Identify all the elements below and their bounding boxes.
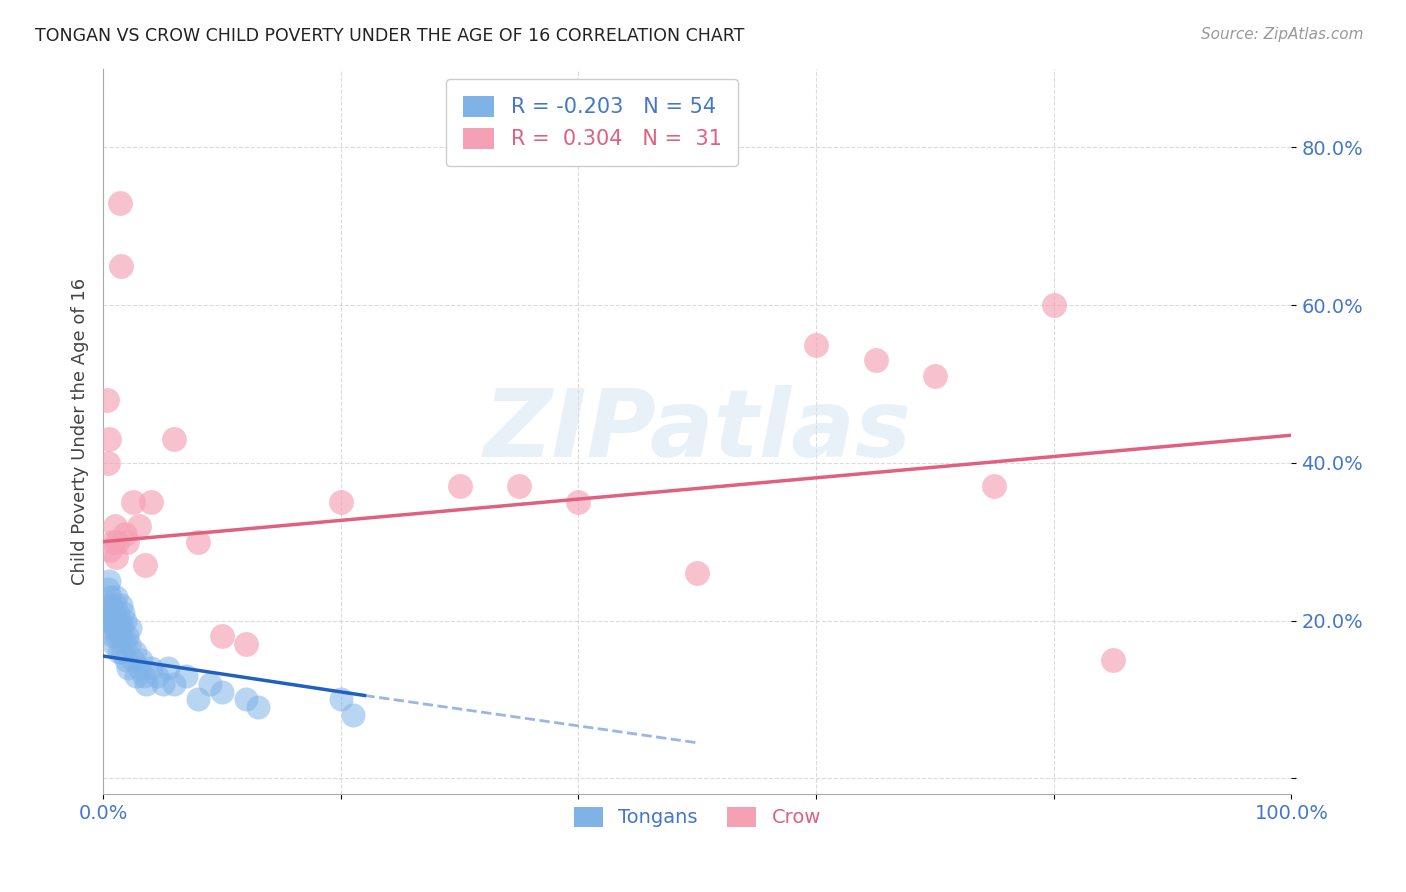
Point [235, 637, 257, 651]
Point [139, 495, 162, 509]
Point [508, 479, 530, 493]
Point [105, 590, 128, 604]
Point [125, 669, 148, 683]
Point [865, 353, 887, 368]
Point [110, 598, 132, 612]
Point [97, 598, 120, 612]
Point [187, 692, 209, 706]
Point [1042, 298, 1064, 312]
Point [135, 676, 157, 690]
Point [117, 661, 139, 675]
Point [176, 669, 198, 683]
Point [121, 495, 143, 509]
Point [121, 653, 143, 667]
Legend: Tongans, Crow: Tongans, Crow [565, 799, 828, 835]
Point [103, 637, 125, 651]
Point [97, 582, 120, 596]
Point [114, 637, 136, 651]
Point [114, 526, 136, 541]
Point [96, 614, 118, 628]
Point [108, 195, 131, 210]
Point [118, 637, 141, 651]
Point [100, 622, 122, 636]
Point [114, 614, 136, 628]
Point [157, 661, 180, 675]
Point [198, 676, 221, 690]
Point [342, 708, 364, 723]
Point [104, 598, 127, 612]
Point [139, 661, 162, 675]
Y-axis label: Child Poverty Under the Age of 16: Child Poverty Under the Age of 16 [72, 277, 89, 585]
Point [120, 622, 142, 636]
Point [105, 550, 128, 565]
Point [163, 676, 186, 690]
Point [686, 566, 709, 581]
Point [134, 558, 156, 573]
Point [112, 606, 135, 620]
Point [105, 606, 128, 620]
Point [246, 700, 269, 714]
Point [329, 692, 352, 706]
Point [105, 614, 128, 628]
Text: ZIPatlas: ZIPatlas [484, 385, 911, 477]
Point [129, 653, 152, 667]
Point [211, 629, 233, 643]
Point [101, 534, 124, 549]
Point [98, 574, 121, 588]
Point [105, 534, 128, 549]
Point [98, 606, 121, 620]
Point [108, 614, 131, 628]
Point [152, 676, 174, 690]
Point [98, 432, 121, 446]
Point [111, 645, 134, 659]
Point [110, 259, 132, 273]
Point [104, 519, 127, 533]
Point [924, 369, 946, 384]
Point [107, 645, 129, 659]
Point [128, 661, 150, 675]
Point [97, 456, 120, 470]
Point [804, 337, 827, 351]
Point [96, 392, 118, 407]
Point [100, 598, 122, 612]
Point [1102, 653, 1125, 667]
Point [115, 534, 138, 549]
Point [105, 629, 128, 643]
Point [101, 614, 124, 628]
Point [145, 669, 167, 683]
Point [983, 479, 1005, 493]
Point [107, 622, 129, 636]
Point [449, 479, 471, 493]
Text: TONGAN VS CROW CHILD POVERTY UNDER THE AGE OF 16 CORRELATION CHART: TONGAN VS CROW CHILD POVERTY UNDER THE A… [35, 27, 745, 45]
Point [98, 542, 121, 557]
Point [329, 495, 352, 509]
Point [211, 684, 233, 698]
Point [111, 622, 134, 636]
Point [104, 622, 127, 636]
Point [98, 614, 121, 628]
Point [235, 692, 257, 706]
Point [132, 669, 155, 683]
Point [114, 653, 136, 667]
Point [103, 606, 125, 620]
Text: Source: ZipAtlas.com: Source: ZipAtlas.com [1201, 27, 1364, 42]
Point [163, 432, 186, 446]
Point [98, 590, 121, 604]
Point [124, 645, 146, 659]
Point [128, 519, 150, 533]
Point [567, 495, 589, 509]
Point [101, 629, 124, 643]
Point [115, 629, 138, 643]
Point [187, 534, 209, 549]
Point [110, 629, 132, 643]
